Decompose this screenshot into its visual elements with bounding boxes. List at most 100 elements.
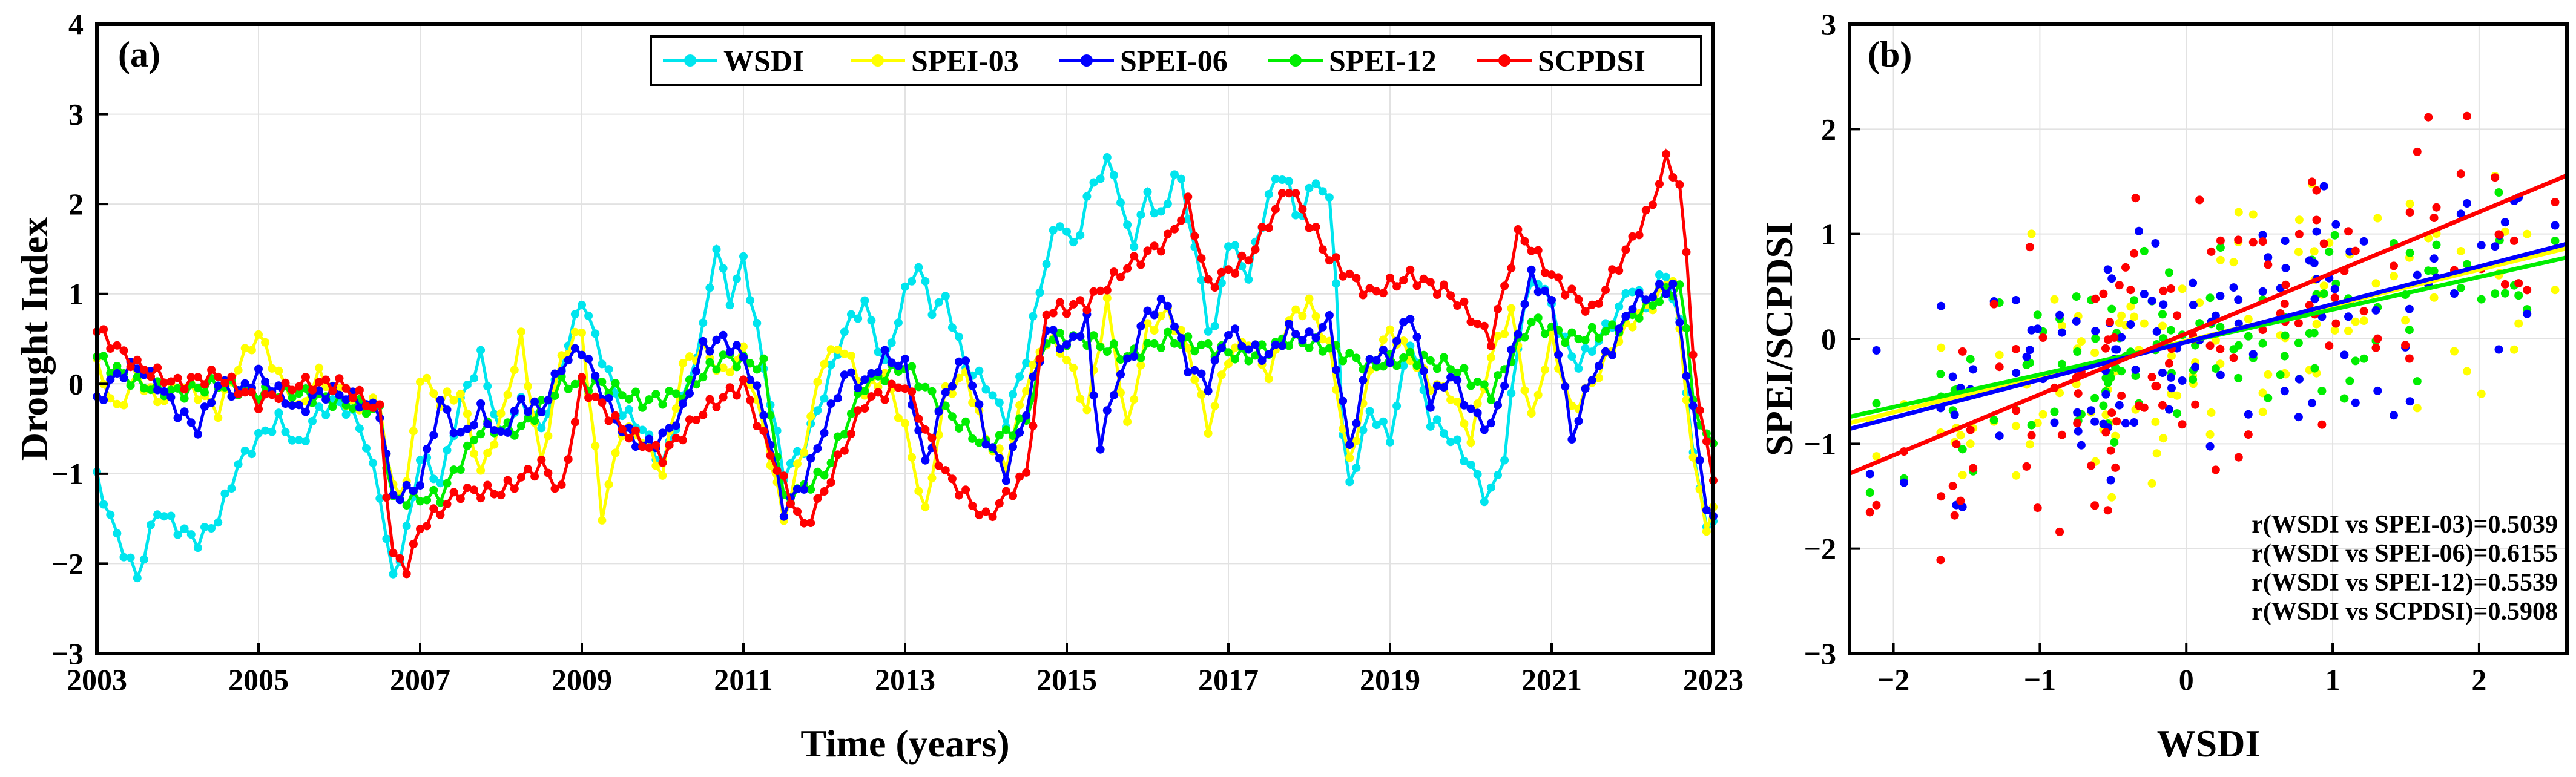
data-point-spei12 <box>1392 361 1402 370</box>
data-point-scpdsi <box>470 485 478 494</box>
data-point-wsdi <box>712 245 721 254</box>
panel-b-label: (b) <box>1868 34 1912 74</box>
data-point-scpdsi <box>516 473 525 482</box>
data-point-scpdsi <box>1466 317 1475 326</box>
data-point-spei12 <box>1494 371 1502 380</box>
r-wsdi-spei06: r(WSDI vs SPEI-06)=0.6155 <box>2252 540 2558 568</box>
panel-a-x-tick-label: 2017 <box>1198 663 1259 697</box>
data-point-spei12 <box>139 384 148 393</box>
data-point-scpdsi <box>1352 274 1361 283</box>
data-point-wsdi <box>1042 260 1051 269</box>
data-point-scpdsi <box>1453 301 1462 310</box>
scatter-point-scpdsi <box>1969 464 1978 473</box>
data-point-spei12 <box>1473 378 1482 386</box>
panel-a-y-tick-label: −2 <box>51 546 84 580</box>
data-point-spei06 <box>1628 305 1637 313</box>
data-point-scpdsi <box>665 441 674 450</box>
data-point-wsdi <box>301 437 310 445</box>
panel-a-y-tick-label: 2 <box>68 187 84 221</box>
scatter-point-scpdsi <box>2509 236 2518 245</box>
scatter-point-scpdsi <box>2107 408 2116 418</box>
data-point-spei06 <box>207 398 216 407</box>
data-point-spei06 <box>820 428 829 438</box>
scatter-point-spei06 <box>2147 297 2156 306</box>
scatter-point-scpdsi <box>1937 492 1946 501</box>
data-point-spei06 <box>496 427 506 436</box>
data-point-spei12 <box>705 358 714 367</box>
scatter-point-spei06 <box>2216 370 2225 379</box>
data-point-spei03 <box>503 390 512 399</box>
data-point-scpdsi <box>887 379 896 388</box>
data-point-wsdi <box>1244 275 1253 284</box>
data-point-spei06 <box>456 428 465 437</box>
data-point-wsdi <box>240 446 249 455</box>
data-point-spei03 <box>947 389 957 398</box>
scatter-point-spei03 <box>2509 345 2518 354</box>
data-point-spei06 <box>584 355 593 364</box>
scatter-point-spei06 <box>2167 384 2176 393</box>
data-point-spei12 <box>443 479 452 488</box>
data-point-spei06 <box>1184 368 1193 376</box>
panel-a-x-tick-label: 2015 <box>1036 663 1097 697</box>
scatter-point-scpdsi <box>2027 431 2036 440</box>
scatter-point-spei03 <box>2456 247 2465 255</box>
data-point-spei06 <box>961 356 970 366</box>
data-point-spei06 <box>570 344 579 353</box>
panel-b-x-tick-label: 0 <box>2179 663 2194 697</box>
scatter-point-spei12 <box>2057 359 2066 369</box>
data-point-wsdi <box>1587 347 1596 356</box>
data-point-scpdsi <box>766 451 775 460</box>
scatter-point-spei06 <box>2340 350 2349 359</box>
scatter-point-scpdsi <box>1865 508 1874 517</box>
data-point-spei06 <box>1507 345 1516 354</box>
scatter-point-spei12 <box>2345 376 2354 385</box>
data-point-wsdi <box>1325 193 1334 202</box>
scatter-point-spei03 <box>2115 318 2124 327</box>
data-point-spei12 <box>429 485 438 494</box>
data-point-spei12 <box>423 496 432 505</box>
data-point-spei06 <box>395 496 404 505</box>
data-point-spei06 <box>1446 373 1455 382</box>
data-point-wsdi <box>234 460 243 469</box>
scatter-point-spei12 <box>2216 243 2225 252</box>
data-point-wsdi <box>618 411 627 421</box>
data-point-wsdi <box>1009 390 1017 399</box>
data-point-scpdsi <box>335 374 344 383</box>
scatter-point-scpdsi <box>2491 173 2500 182</box>
data-point-spei06 <box>860 375 869 384</box>
scatter-point-scpdsi <box>2234 453 2243 462</box>
panel-b-y-tick-label: −3 <box>1804 637 1837 670</box>
data-point-spei03 <box>1386 325 1394 334</box>
data-point-wsdi <box>1500 456 1509 465</box>
scatter-point-scpdsi <box>2432 203 2441 212</box>
data-point-scpdsi <box>389 548 398 557</box>
data-point-spei12 <box>166 385 176 395</box>
scatter-point-spei03 <box>2216 255 2225 264</box>
scatter-point-scpdsi <box>2012 406 2021 415</box>
data-point-scpdsi <box>1628 232 1637 241</box>
data-point-wsdi <box>490 410 499 419</box>
data-point-wsdi <box>1332 279 1340 288</box>
data-point-spei03 <box>598 516 607 525</box>
data-point-spei12 <box>927 387 937 396</box>
scatter-point-scpdsi <box>2429 214 2439 223</box>
scatter-point-spei06 <box>1865 470 1874 479</box>
data-point-scpdsi <box>981 507 990 516</box>
scatter-point-spei03 <box>1995 350 2004 359</box>
scatter-point-scpdsi <box>2106 446 2115 455</box>
data-point-wsdi <box>1621 289 1630 298</box>
data-point-wsdi <box>1440 429 1448 438</box>
data-point-scpdsi <box>1668 173 1678 182</box>
data-point-spei12 <box>975 438 984 447</box>
data-point-spei03 <box>1494 332 1502 341</box>
scatter-point-spei03 <box>2551 286 2560 295</box>
data-point-spei03 <box>934 430 943 439</box>
data-point-spei12 <box>1412 361 1421 370</box>
data-point-spei06 <box>921 456 930 465</box>
data-point-scpdsi <box>274 395 283 404</box>
data-point-scpdsi <box>214 372 223 381</box>
data-point-spei12 <box>1163 327 1172 336</box>
data-point-spei06 <box>1601 347 1610 356</box>
data-point-scpdsi <box>1244 256 1253 265</box>
data-point-spei03 <box>1305 294 1314 303</box>
